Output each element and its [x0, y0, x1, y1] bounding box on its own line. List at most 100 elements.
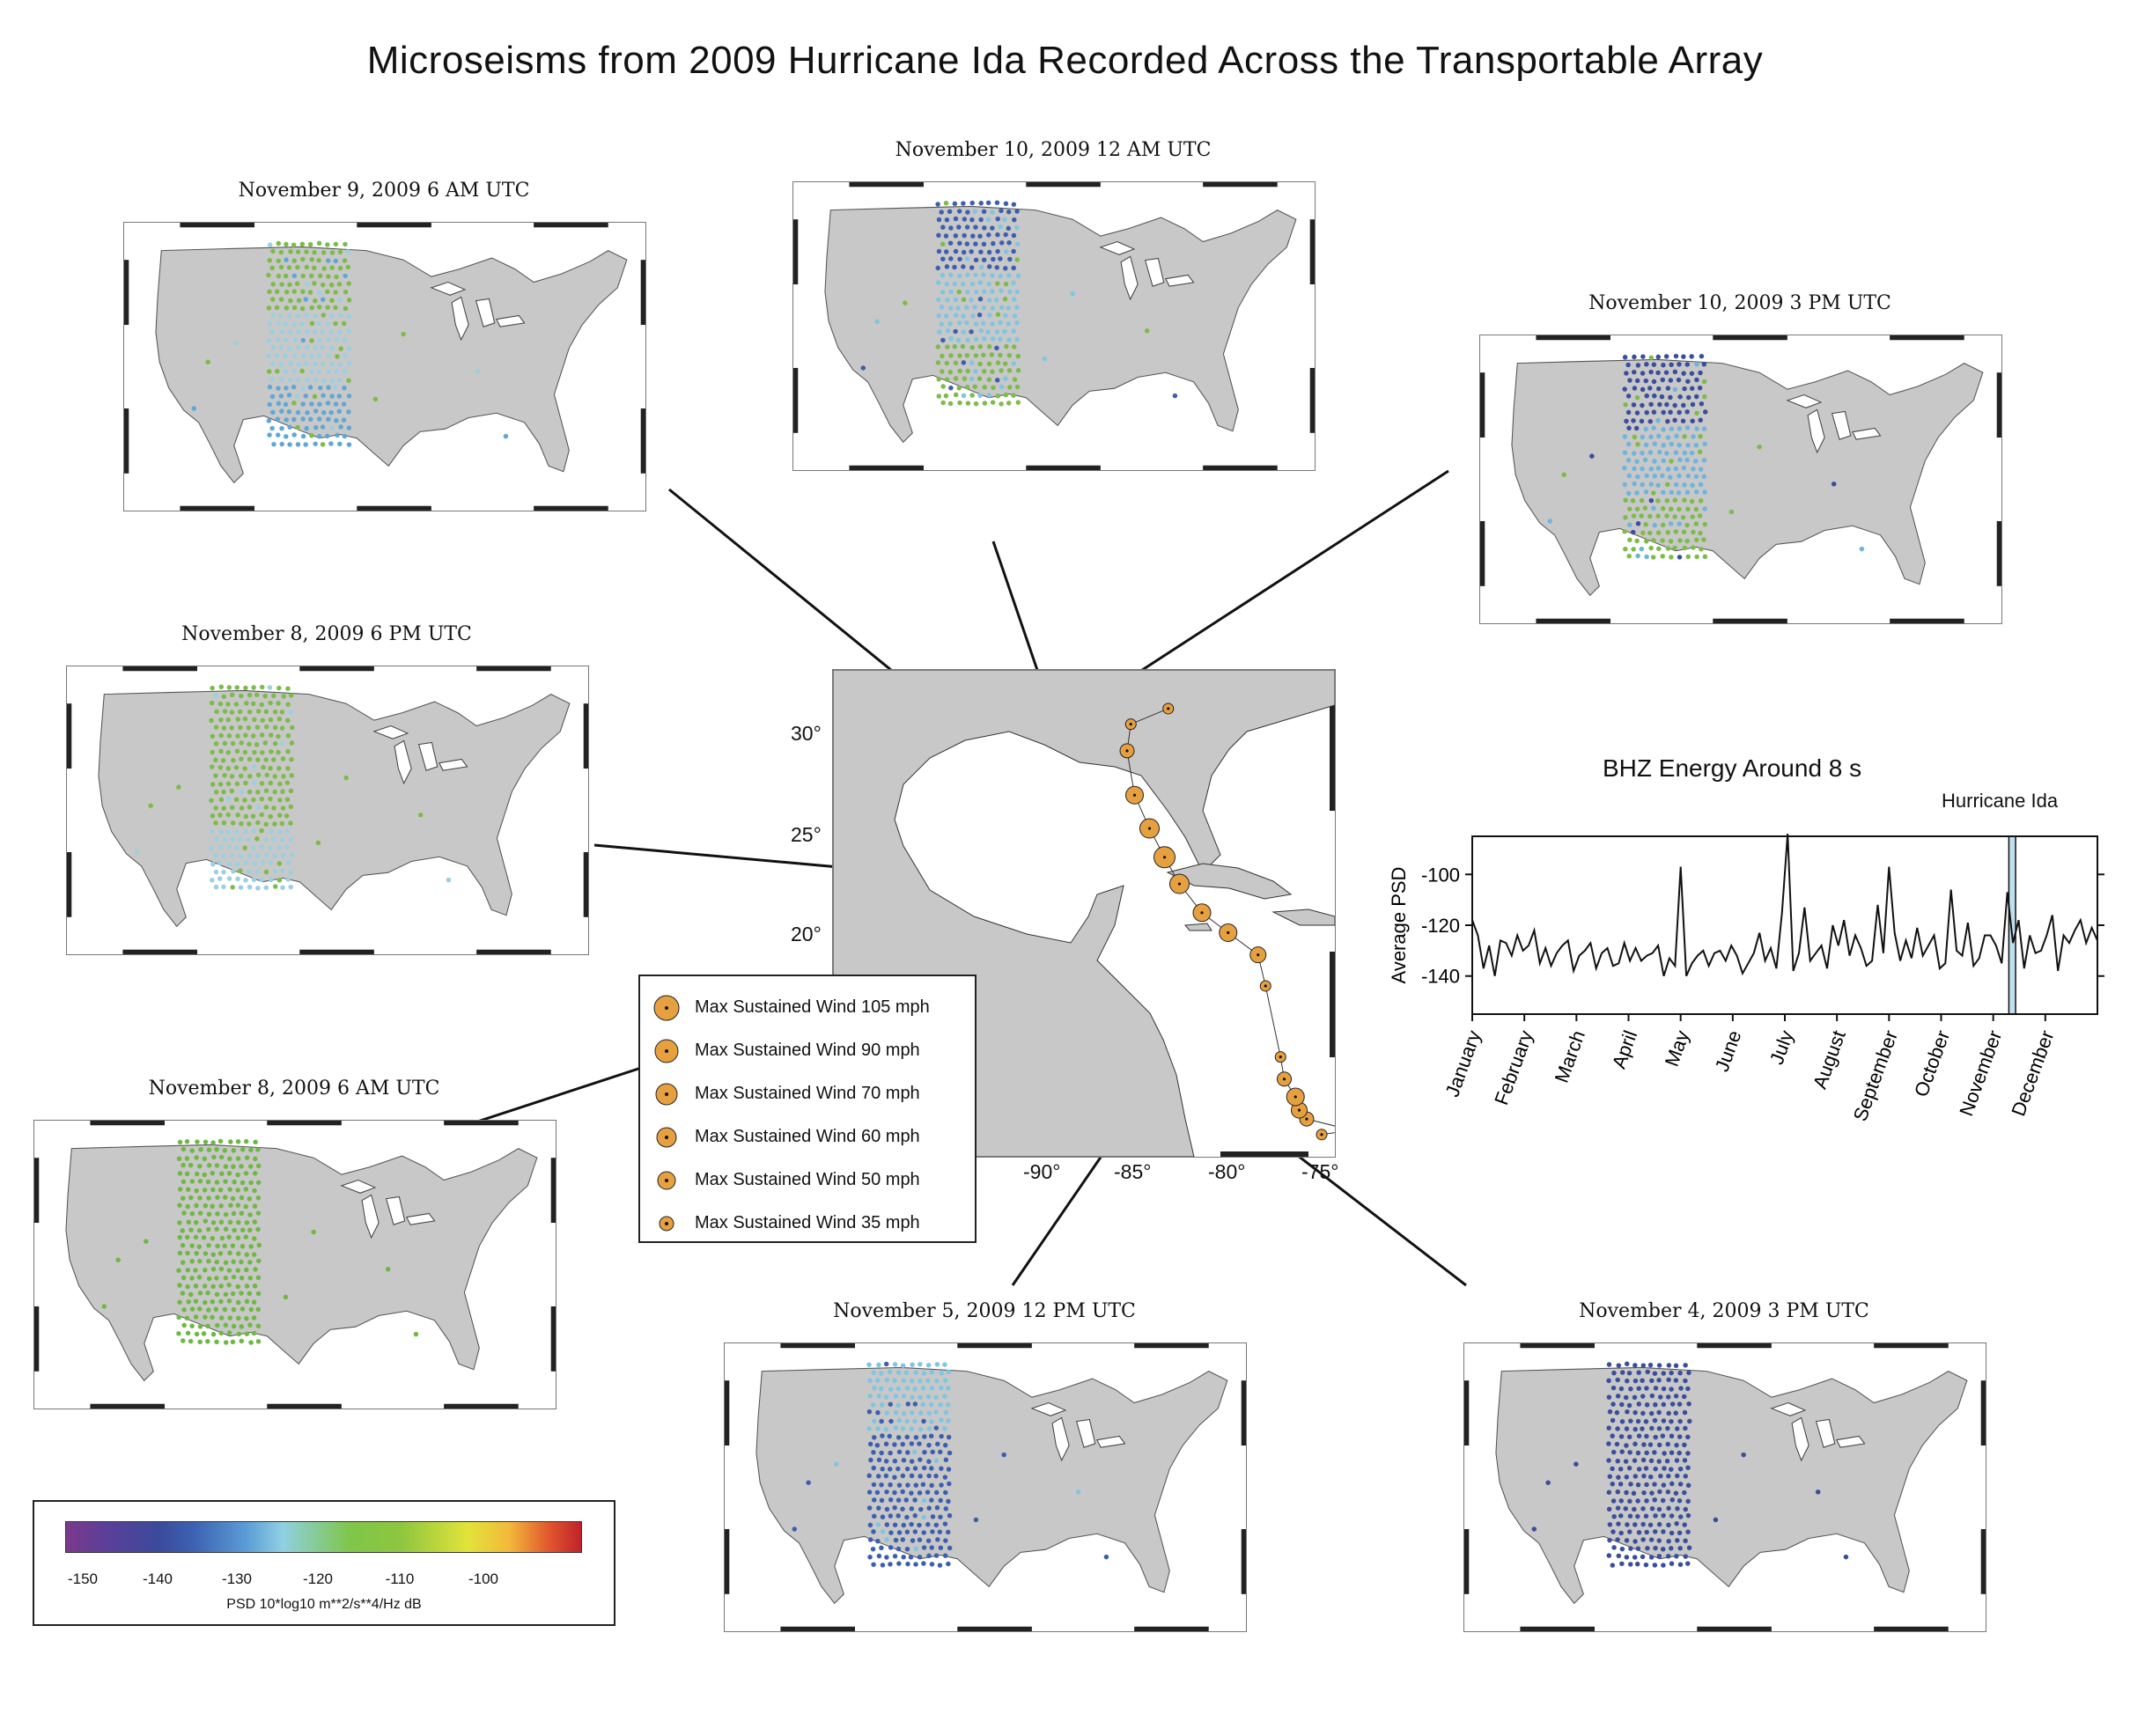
station-dot [921, 1530, 926, 1535]
station-dot [254, 757, 261, 762]
station-dot [901, 1378, 907, 1383]
station-dot [325, 305, 330, 310]
station-dot [223, 1291, 229, 1298]
station-dot [329, 378, 335, 384]
station-dot [226, 1234, 232, 1239]
station-dot [211, 1154, 217, 1160]
station-dot [922, 1434, 927, 1439]
station-dot [223, 1340, 229, 1345]
station-dot [913, 1562, 918, 1567]
station-dot [970, 233, 976, 239]
station-dot [953, 233, 959, 239]
station-dot [942, 1553, 948, 1558]
station-dot [970, 313, 976, 319]
station-dot [953, 248, 959, 254]
station-dot [1623, 401, 1628, 408]
station-dot [328, 282, 335, 288]
station-dot [222, 1306, 228, 1313]
station-dot [973, 353, 979, 358]
station-dot [1635, 521, 1641, 526]
station-dot [1606, 1553, 1612, 1558]
station-dot [184, 1315, 190, 1321]
station-dot [1014, 209, 1020, 214]
station-dot [231, 1306, 237, 1313]
station-dot [946, 1418, 951, 1423]
station-dot [251, 733, 256, 739]
station-dot [937, 1449, 943, 1455]
station-dot [270, 248, 276, 254]
station-dot [969, 200, 975, 206]
station-dot [1631, 1490, 1637, 1497]
lat-label: 30° [791, 722, 822, 745]
station-dot [909, 1378, 915, 1384]
station-dot [1652, 1497, 1657, 1503]
station-dot [892, 1362, 898, 1367]
station-dot [991, 240, 996, 246]
station-dot [1014, 336, 1020, 342]
station-dot [1665, 1441, 1670, 1447]
station-dot [905, 1450, 910, 1455]
station-dot [181, 1179, 187, 1185]
station-dot [401, 331, 406, 337]
station-dot [1660, 473, 1665, 479]
station-dot [210, 1187, 216, 1193]
station-dot [921, 1465, 927, 1471]
station-dot [1625, 394, 1632, 399]
station-dot [223, 1179, 228, 1184]
station-dot [239, 740, 244, 746]
station-dot [313, 345, 318, 350]
station-dot [879, 1450, 884, 1456]
station-dot [276, 701, 281, 706]
station-dot [1606, 1490, 1612, 1495]
station-dot [259, 781, 265, 786]
station-dot [1653, 1401, 1658, 1408]
legend-row: Max Sustained Wind 105 mph [640, 990, 975, 1026]
station-dot [957, 256, 962, 262]
station-dot [1011, 248, 1016, 254]
station-dot [1012, 377, 1018, 382]
station-dot [313, 441, 318, 446]
station-dot [1636, 1401, 1642, 1407]
station-dot [1624, 418, 1629, 424]
station-dot [222, 1148, 228, 1153]
station-dot [197, 1258, 203, 1264]
station-dot [1606, 1378, 1611, 1384]
station-dot [935, 344, 941, 349]
station-dot [883, 1394, 889, 1400]
station-dot [1619, 1449, 1625, 1454]
station-dot [884, 1378, 890, 1383]
station-dot [206, 1242, 211, 1248]
station-dot [268, 845, 273, 851]
station-dot [202, 1156, 208, 1162]
station-dot [947, 209, 953, 215]
station-dot [177, 1250, 183, 1256]
station-dot [956, 289, 962, 295]
station-dot [1665, 530, 1670, 535]
station-dot [320, 442, 326, 447]
station-dot [870, 1546, 876, 1552]
station-dot [342, 433, 348, 439]
station-dot [203, 1314, 208, 1320]
station-dot [1660, 538, 1665, 543]
station-dot [315, 840, 321, 846]
station-dot [197, 1324, 203, 1329]
station-dot [900, 1473, 906, 1479]
station-dot [1660, 377, 1666, 383]
station-dot [218, 1203, 224, 1209]
station-dot [1628, 1546, 1633, 1551]
station-dot [903, 300, 908, 305]
station-dot [259, 732, 265, 738]
station-dot [1653, 1466, 1658, 1472]
station-dot [977, 344, 984, 349]
hurricane-ida-label: Hurricane Ida [1942, 790, 2059, 812]
station-dot [217, 860, 223, 866]
station-dot [977, 296, 984, 302]
station-dot [230, 836, 235, 842]
station-dot [990, 321, 995, 327]
station-dot [267, 289, 272, 295]
station-dot [1015, 400, 1021, 405]
station-dot [223, 1226, 229, 1232]
station-dot [203, 1299, 208, 1306]
station-dot [943, 200, 949, 206]
station-dot [878, 1386, 884, 1392]
